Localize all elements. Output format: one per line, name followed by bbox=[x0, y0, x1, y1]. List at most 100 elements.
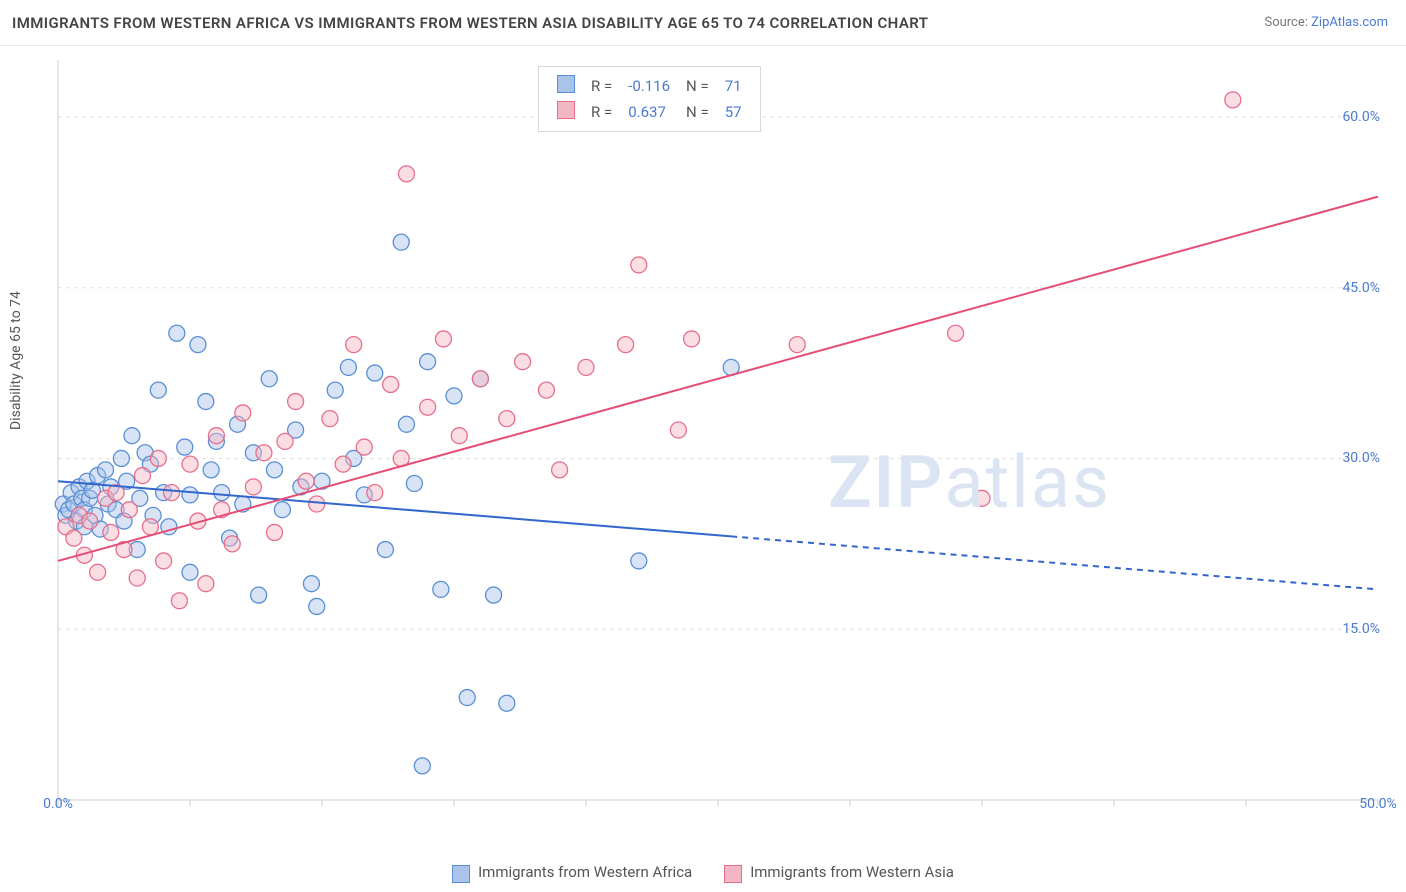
scatter-point bbox=[134, 468, 150, 484]
x-tick-label: 0.0% bbox=[43, 796, 73, 812]
plot-area: R =-0.116N =71R =0.637N =57 ZIPatlas 15.… bbox=[48, 60, 1388, 820]
trend-line bbox=[58, 481, 731, 536]
scatter-plot-svg bbox=[48, 60, 1388, 820]
scatter-point bbox=[182, 564, 198, 580]
scatter-point bbox=[335, 456, 351, 472]
scatter-point bbox=[245, 479, 261, 495]
scatter-point bbox=[578, 359, 594, 375]
scatter-point bbox=[142, 519, 158, 535]
scatter-point bbox=[309, 496, 325, 512]
scatter-point bbox=[124, 428, 140, 444]
scatter-point bbox=[435, 331, 451, 347]
scatter-point bbox=[383, 376, 399, 392]
scatter-point bbox=[618, 337, 634, 353]
scatter-point bbox=[670, 422, 686, 438]
legend-item: Immigrants from Western Africa bbox=[452, 863, 692, 882]
legend-item: Immigrants from Western Asia bbox=[724, 863, 954, 882]
scatter-point bbox=[198, 576, 214, 592]
scatter-point bbox=[346, 337, 362, 353]
y-axis-label: Disability Age 65 to 74 bbox=[8, 291, 24, 430]
stat-n-value: 57 bbox=[717, 99, 750, 125]
scatter-point bbox=[298, 473, 314, 489]
bottom-legend: Immigrants from Western Africa Immigrants… bbox=[0, 858, 1406, 888]
scatter-point bbox=[515, 354, 531, 370]
scatter-point bbox=[340, 359, 356, 375]
scatter-point bbox=[256, 445, 272, 461]
scatter-point bbox=[631, 553, 647, 569]
scatter-point bbox=[171, 593, 187, 609]
stat-r-label: R = bbox=[583, 73, 620, 99]
scatter-point bbox=[251, 587, 267, 603]
scatter-point bbox=[177, 439, 193, 455]
scatter-point bbox=[552, 462, 568, 478]
scatter-point bbox=[499, 695, 515, 711]
legend-swatch-icon bbox=[724, 865, 742, 883]
scatter-point bbox=[1225, 92, 1241, 108]
scatter-point bbox=[948, 325, 964, 341]
scatter-point bbox=[356, 439, 372, 455]
y-tick-label: 60.0% bbox=[1342, 109, 1380, 125]
scatter-point bbox=[367, 485, 383, 501]
scatter-point bbox=[398, 166, 414, 182]
stat-r-label: R = bbox=[583, 99, 620, 125]
source-link[interactable]: ZipAtlas.com bbox=[1311, 15, 1388, 30]
header-bar: IMMIGRANTS FROM WESTERN AFRICA VS IMMIGR… bbox=[0, 0, 1406, 46]
scatter-point bbox=[303, 576, 319, 592]
scatter-point bbox=[103, 524, 119, 540]
scatter-point bbox=[266, 462, 282, 478]
chart-title: IMMIGRANTS FROM WESTERN AFRICA VS IMMIGR… bbox=[12, 14, 928, 32]
x-tick-label: 50.0% bbox=[1359, 796, 1397, 812]
scatter-point bbox=[182, 456, 198, 472]
scatter-point bbox=[198, 394, 214, 410]
y-tick-label: 45.0% bbox=[1342, 280, 1380, 296]
scatter-point bbox=[377, 542, 393, 558]
scatter-point bbox=[433, 581, 449, 597]
legend-swatch-icon bbox=[452, 865, 470, 883]
stat-n-label: N = bbox=[678, 99, 717, 125]
scatter-point bbox=[393, 234, 409, 250]
y-tick-label: 30.0% bbox=[1342, 450, 1380, 466]
legend-label: Immigrants from Western Africa bbox=[478, 863, 692, 881]
scatter-point bbox=[235, 405, 251, 421]
legend-label: Immigrants from Western Asia bbox=[750, 863, 954, 881]
scatter-point bbox=[288, 394, 304, 410]
scatter-point bbox=[631, 257, 647, 273]
source-prefix: Source: bbox=[1264, 15, 1311, 30]
source-attribution: Source: ZipAtlas.com bbox=[1264, 15, 1388, 30]
scatter-point bbox=[150, 382, 166, 398]
stat-n-value: 71 bbox=[717, 73, 750, 99]
scatter-point bbox=[398, 416, 414, 432]
scatter-point bbox=[266, 524, 282, 540]
stat-r-value: 0.637 bbox=[620, 99, 678, 125]
scatter-point bbox=[82, 513, 98, 529]
scatter-point bbox=[182, 487, 198, 503]
correlation-stats-box: R =-0.116N =71R =0.637N =57 bbox=[538, 66, 761, 132]
legend-swatch-icon bbox=[557, 75, 575, 93]
scatter-point bbox=[203, 462, 219, 478]
scatter-point bbox=[472, 371, 488, 387]
scatter-point bbox=[277, 433, 293, 449]
scatter-point bbox=[414, 758, 430, 774]
scatter-point bbox=[420, 399, 436, 415]
scatter-point bbox=[499, 411, 515, 427]
scatter-point bbox=[309, 598, 325, 614]
scatter-point bbox=[451, 428, 467, 444]
scatter-point bbox=[420, 354, 436, 370]
stats-row: R =-0.116N =71 bbox=[549, 73, 750, 99]
scatter-point bbox=[164, 485, 180, 501]
scatter-point bbox=[274, 502, 290, 518]
scatter-point bbox=[190, 337, 206, 353]
scatter-point bbox=[322, 411, 338, 427]
scatter-point bbox=[974, 490, 990, 506]
scatter-point bbox=[327, 382, 343, 398]
scatter-point bbox=[538, 382, 554, 398]
chart-container: IMMIGRANTS FROM WESTERN AFRICA VS IMMIGR… bbox=[0, 0, 1406, 892]
scatter-point bbox=[98, 462, 114, 478]
stat-r-value: -0.116 bbox=[620, 73, 678, 99]
scatter-point bbox=[459, 690, 475, 706]
scatter-point bbox=[214, 485, 230, 501]
scatter-point bbox=[446, 388, 462, 404]
scatter-point bbox=[406, 476, 422, 492]
scatter-point bbox=[121, 502, 137, 518]
scatter-point bbox=[66, 530, 82, 546]
